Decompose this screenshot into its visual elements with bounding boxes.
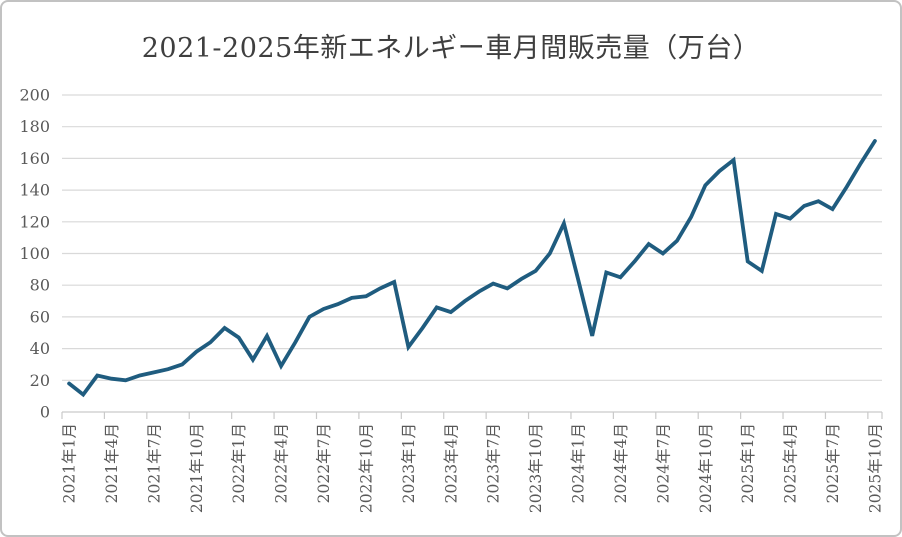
x-tick-label: 2021年10月 (188, 423, 206, 513)
x-tick-label: 2022年10月 (357, 423, 375, 513)
x-tick-label: 2021年4月 (103, 423, 121, 503)
x-tick-label: 2025年4月 (782, 423, 800, 503)
x-tick-label: 2023年7月 (485, 423, 503, 503)
x-tick-label: 2022年4月 (273, 423, 291, 503)
x-tick-label: 2022年7月 (315, 423, 333, 503)
y-tick-label: 120 (19, 212, 50, 231)
y-tick-label: 80 (30, 276, 50, 295)
x-tick-label: 2024年1月 (570, 423, 588, 503)
x-tick-label: 2023年4月 (442, 423, 460, 503)
x-tick-label: 2025年10月 (866, 423, 884, 513)
y-tick-label: 200 (19, 86, 50, 105)
y-tick-label: 160 (19, 149, 50, 168)
y-tick-label: 20 (30, 371, 50, 390)
y-tick-label: 140 (19, 181, 50, 200)
x-tick-label: 2025年1月 (739, 423, 757, 503)
x-tick-label: 2025年7月 (824, 423, 842, 503)
x-tick-label: 2022年1月 (230, 423, 248, 503)
sales-line (67, 139, 877, 398)
y-tick-label: 40 (30, 339, 50, 358)
x-tick-label: 2021年1月 (61, 423, 79, 503)
x-tick-label: 2023年10月 (527, 423, 545, 513)
x-tick-label: 2024年4月 (612, 423, 630, 503)
x-tick-label: 2023年1月 (400, 423, 418, 503)
y-tick-label: 180 (19, 117, 50, 136)
x-tick-label: 2021年7月 (145, 423, 163, 503)
y-tick-label: 0 (40, 403, 50, 422)
chart-title: 2021-2025年新エネルギー車月間販売量（万台） (141, 33, 761, 64)
x-tick-label: 2024年10月 (697, 423, 715, 513)
y-tick-label: 100 (19, 244, 50, 263)
y-tick-label: 60 (30, 307, 50, 326)
x-tick-label: 2024年7月 (654, 423, 672, 503)
